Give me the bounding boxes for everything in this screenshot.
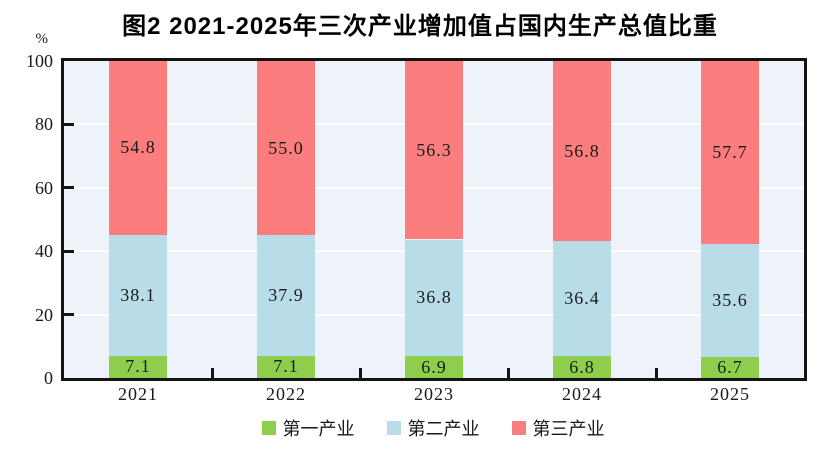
x-tick-mark (358, 368, 362, 378)
bar-value-label: 38.1 (120, 284, 156, 305)
legend: 第一产业 第二产业 第三产业 (63, 416, 803, 440)
bar-segment: 55.0 (257, 61, 315, 236)
bar-value-label: 36.4 (564, 288, 600, 309)
x-tick-mark (506, 368, 510, 378)
bar-value-label: 56.8 (564, 140, 600, 161)
y-axis-tick-label: 100 (26, 51, 53, 71)
chart-title: 图2 2021-2025年三次产业增加值占国内生产总值比重 (122, 13, 718, 40)
bar-value-label: 36.8 (416, 287, 452, 308)
bar-value-label: 55.0 (268, 137, 304, 158)
x-axis-label: 2022 (266, 384, 306, 404)
bar-segment: 56.3 (405, 61, 463, 240)
legend-label: 第二产业 (407, 419, 480, 439)
y-axis-tick-label: 40 (35, 241, 53, 262)
bar-value-label: 7.1 (125, 356, 151, 377)
y-axis-unit-label: % (35, 31, 49, 47)
bar-segment: 35.6 (701, 243, 759, 357)
plot-area: 7.1 38.1 54.8 7.1 37.9 55.0 6.9 36.8 56.3 6.8 36.4… (61, 58, 807, 381)
legend-swatch (386, 421, 401, 435)
y-tick-mark (64, 122, 74, 126)
y-axis-tick-label: 20 (35, 304, 53, 325)
bar-segment: 54.8 (109, 61, 167, 235)
y-axis-tick-label: 0 (44, 368, 53, 388)
bar-segment: 56.8 (553, 61, 611, 242)
bar-segment: 38.1 (109, 234, 167, 356)
bar-value-label: 57.7 (712, 141, 748, 162)
y-tick-mark (64, 249, 74, 253)
bar-value-label: 37.9 (268, 284, 304, 305)
legend-label: 第三产业 (532, 419, 605, 439)
legend-item: 第一产业 (261, 415, 355, 441)
y-axis-tick-label: 80 (35, 114, 53, 135)
bar-segment: 36.8 (405, 239, 463, 357)
bar-segment: 37.9 (257, 235, 315, 356)
x-tick-mark (654, 368, 658, 378)
bar-segment: 6.9 (405, 356, 463, 378)
legend-swatch (261, 421, 276, 435)
y-tick-mark (64, 186, 74, 190)
bar-segment: 57.7 (701, 61, 759, 244)
x-tick-mark (210, 368, 214, 378)
bar-value-label: 7.1 (273, 356, 299, 377)
bar-segment: 6.7 (701, 356, 759, 378)
bar-value-label: 56.3 (416, 139, 452, 160)
x-axis-label: 2023 (414, 384, 454, 404)
bar-value-label: 6.7 (717, 356, 743, 377)
x-axis-label: 2025 (710, 384, 750, 404)
x-axis-label: 2024 (562, 384, 602, 404)
y-axis-tick-label: 60 (35, 177, 53, 198)
bar-value-label: 35.6 (712, 289, 748, 310)
x-axis-label: 2021 (118, 384, 158, 404)
bar-segment: 36.4 (553, 241, 611, 357)
bar-segment: 7.1 (257, 355, 315, 378)
legend-swatch (511, 421, 526, 435)
legend-label: 第一产业 (282, 419, 355, 439)
legend-item: 第二产业 (386, 415, 480, 441)
bar-value-label: 6.9 (421, 356, 447, 377)
bar-segment: 7.1 (109, 355, 167, 378)
y-tick-mark (64, 313, 74, 317)
bar-segment: 6.8 (553, 356, 611, 378)
bar-value-label: 6.8 (569, 356, 595, 377)
legend-item: 第三产业 (511, 415, 605, 441)
bar-value-label: 54.8 (120, 137, 156, 158)
